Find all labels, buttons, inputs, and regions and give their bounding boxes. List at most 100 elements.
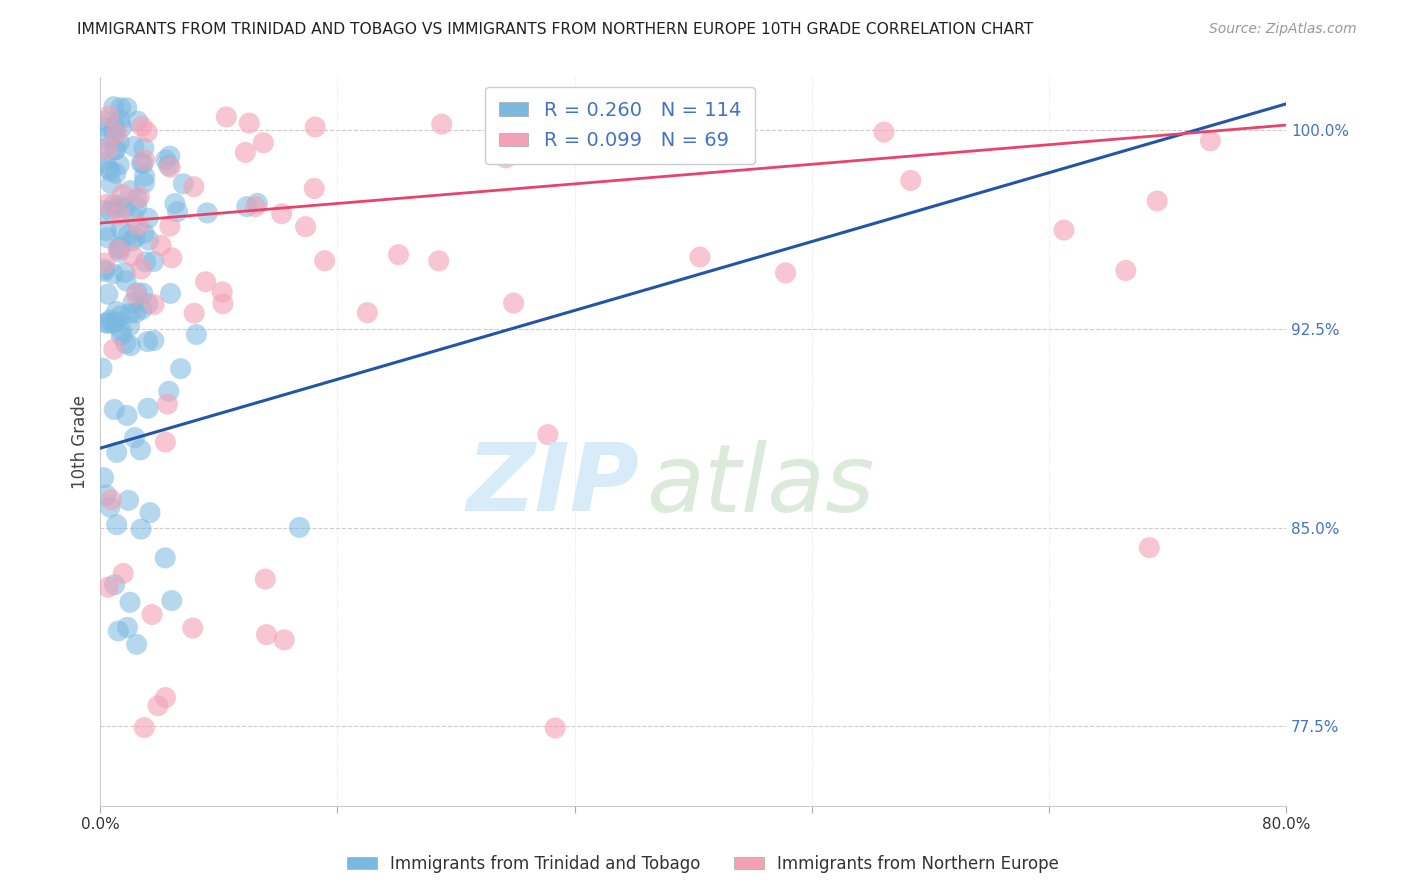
Point bbox=[107, 241, 129, 255]
Point bbox=[131, 262, 153, 277]
Point bbox=[159, 161, 181, 175]
Point bbox=[215, 110, 238, 124]
Point bbox=[136, 334, 159, 349]
Point bbox=[314, 253, 336, 268]
Point bbox=[120, 339, 142, 353]
Point bbox=[96, 142, 118, 156]
Point bbox=[122, 139, 145, 153]
Point bbox=[211, 285, 233, 299]
Point bbox=[105, 517, 128, 532]
Point bbox=[614, 112, 637, 127]
Point bbox=[155, 550, 177, 565]
Point bbox=[107, 243, 129, 257]
Point bbox=[96, 197, 118, 211]
Point bbox=[103, 143, 125, 157]
Point bbox=[98, 500, 121, 515]
Point bbox=[97, 287, 120, 301]
Point bbox=[115, 409, 138, 423]
Point bbox=[125, 637, 148, 651]
Legend: Immigrants from Trinidad and Tobago, Immigrants from Northern Europe: Immigrants from Trinidad and Tobago, Imm… bbox=[340, 848, 1066, 880]
Point bbox=[122, 295, 145, 310]
Point bbox=[96, 224, 118, 238]
Point bbox=[157, 384, 180, 399]
Point bbox=[122, 249, 145, 263]
Point bbox=[134, 721, 156, 735]
Point bbox=[94, 262, 117, 277]
Point bbox=[160, 251, 183, 265]
Point bbox=[427, 253, 450, 268]
Point bbox=[129, 522, 152, 536]
Point bbox=[115, 274, 138, 288]
Point bbox=[104, 119, 127, 133]
Point bbox=[142, 334, 165, 348]
Point bbox=[93, 142, 115, 156]
Point bbox=[900, 173, 922, 187]
Point bbox=[544, 721, 567, 735]
Point bbox=[107, 624, 129, 638]
Point bbox=[108, 244, 131, 259]
Point bbox=[155, 690, 177, 705]
Point bbox=[159, 286, 181, 301]
Point bbox=[246, 196, 269, 211]
Point bbox=[134, 176, 156, 190]
Point bbox=[103, 197, 125, 211]
Point bbox=[91, 203, 114, 218]
Point bbox=[136, 125, 159, 139]
Point bbox=[689, 250, 711, 264]
Point bbox=[136, 401, 159, 416]
Point bbox=[100, 164, 122, 178]
Point bbox=[117, 493, 139, 508]
Point bbox=[98, 313, 121, 327]
Point bbox=[110, 324, 132, 338]
Point bbox=[122, 211, 145, 225]
Point bbox=[96, 316, 118, 330]
Point bbox=[1053, 223, 1076, 237]
Point bbox=[127, 219, 149, 233]
Point bbox=[155, 435, 177, 450]
Point bbox=[775, 266, 797, 280]
Point bbox=[135, 255, 157, 269]
Point bbox=[110, 328, 132, 343]
Point bbox=[183, 306, 205, 320]
Point bbox=[163, 196, 186, 211]
Point bbox=[141, 607, 163, 622]
Point bbox=[93, 120, 115, 134]
Point bbox=[302, 181, 325, 195]
Point bbox=[110, 101, 132, 115]
Point bbox=[139, 506, 162, 520]
Point bbox=[110, 240, 132, 254]
Point bbox=[125, 285, 148, 300]
Point bbox=[96, 231, 118, 245]
Point bbox=[103, 578, 125, 592]
Point bbox=[101, 317, 124, 331]
Point bbox=[125, 287, 148, 301]
Point bbox=[142, 254, 165, 268]
Point bbox=[103, 267, 125, 281]
Point bbox=[114, 266, 136, 280]
Point bbox=[96, 316, 118, 330]
Point bbox=[125, 201, 148, 215]
Point bbox=[235, 200, 257, 214]
Point bbox=[110, 309, 132, 323]
Point bbox=[138, 233, 160, 247]
Point bbox=[118, 595, 141, 609]
Point bbox=[127, 114, 149, 128]
Point bbox=[1146, 194, 1168, 208]
Point bbox=[155, 153, 177, 167]
Point bbox=[111, 120, 134, 135]
Point bbox=[118, 319, 141, 334]
Point bbox=[238, 116, 260, 130]
Point bbox=[93, 256, 115, 270]
Point bbox=[108, 158, 131, 172]
Point bbox=[131, 156, 153, 170]
Point bbox=[172, 177, 194, 191]
Point bbox=[186, 327, 208, 342]
Point bbox=[108, 113, 131, 128]
Point bbox=[94, 114, 117, 128]
Point bbox=[356, 306, 378, 320]
Point bbox=[100, 203, 122, 218]
Point bbox=[194, 275, 217, 289]
Point bbox=[288, 520, 311, 534]
Point bbox=[124, 230, 146, 244]
Point bbox=[112, 566, 135, 581]
